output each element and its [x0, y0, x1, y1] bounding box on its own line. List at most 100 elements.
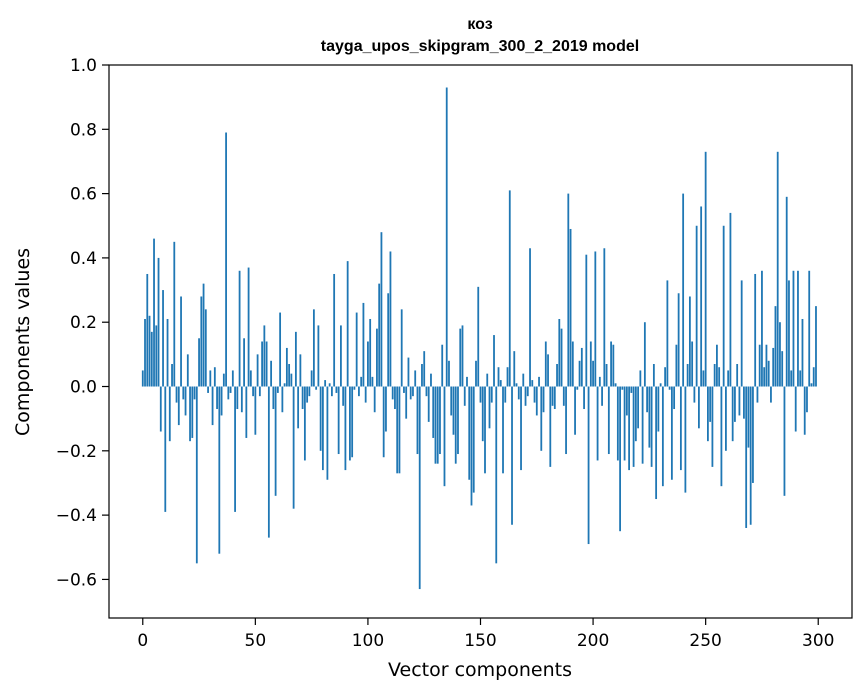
bar — [234, 386, 236, 512]
bar — [297, 386, 300, 429]
bar — [389, 251, 392, 387]
bar — [279, 312, 282, 387]
bar — [673, 386, 676, 410]
bar — [695, 225, 698, 387]
bar — [409, 386, 412, 400]
bar — [693, 386, 696, 403]
bar — [601, 386, 603, 406]
bar — [418, 386, 421, 590]
bar — [639, 370, 642, 387]
bar — [767, 360, 770, 387]
bar — [499, 380, 502, 387]
bar — [335, 386, 338, 393]
bar — [315, 386, 318, 390]
bar — [186, 354, 189, 387]
bar — [630, 386, 633, 393]
bar — [558, 318, 561, 387]
bar — [166, 318, 169, 387]
bar — [578, 360, 581, 387]
bar — [231, 370, 234, 387]
bar — [283, 383, 286, 387]
y-tick-label: 0.2 — [70, 313, 97, 333]
bar — [265, 341, 268, 387]
bar — [688, 296, 691, 387]
bar — [571, 341, 574, 387]
bar — [461, 325, 464, 387]
bar — [254, 386, 257, 435]
bar — [202, 283, 205, 387]
bar — [650, 386, 653, 467]
bar — [776, 151, 779, 387]
bar — [319, 386, 322, 451]
bar — [522, 373, 525, 387]
bar — [328, 383, 331, 387]
x-tick-label: 100 — [352, 631, 384, 651]
bar — [204, 309, 207, 387]
bar — [443, 386, 446, 487]
bar — [722, 225, 725, 387]
bar — [326, 386, 329, 480]
bar — [292, 386, 295, 509]
bar — [299, 354, 302, 387]
bar — [274, 386, 277, 496]
bar — [770, 386, 772, 403]
bar — [502, 386, 504, 474]
bar — [452, 386, 455, 435]
bar — [736, 364, 739, 387]
bar — [141, 370, 144, 387]
bar — [815, 306, 817, 387]
bar — [619, 386, 621, 532]
bar — [772, 347, 775, 387]
bar — [567, 193, 570, 387]
bar — [549, 386, 552, 467]
bar — [524, 386, 527, 406]
x-tick-label: 200 — [577, 631, 609, 651]
bar — [594, 251, 597, 387]
bar — [497, 367, 500, 387]
bar — [148, 315, 151, 387]
bar — [810, 383, 813, 387]
bar — [472, 386, 475, 493]
bar — [216, 386, 218, 410]
bar — [551, 386, 554, 406]
bar — [407, 357, 410, 387]
bar — [587, 386, 590, 545]
bar — [256, 354, 259, 387]
bar — [281, 386, 284, 413]
bar — [580, 347, 583, 387]
bar — [346, 261, 349, 387]
bar — [180, 296, 182, 387]
bar — [351, 386, 354, 458]
bar — [229, 386, 232, 393]
bar — [598, 376, 601, 387]
bar — [713, 364, 716, 387]
bar — [382, 386, 385, 458]
bar — [607, 386, 610, 455]
bar — [743, 386, 745, 419]
bar — [682, 193, 685, 387]
bar — [574, 386, 576, 435]
bar — [333, 273, 336, 387]
bar — [157, 257, 160, 387]
x-axis-label: Vector components — [388, 659, 572, 681]
bar — [391, 386, 394, 400]
bar — [511, 386, 513, 525]
bar — [385, 386, 387, 432]
bar — [808, 270, 811, 387]
bar — [727, 370, 730, 387]
bar — [342, 386, 345, 406]
bar — [616, 386, 619, 461]
bar — [603, 248, 606, 387]
x-tick-label: 0 — [137, 631, 148, 651]
bar — [812, 367, 815, 387]
bar — [484, 386, 486, 474]
bar — [355, 312, 358, 387]
bar — [416, 386, 419, 455]
bar — [783, 386, 786, 496]
bar — [738, 386, 741, 416]
bar — [454, 386, 457, 464]
bar — [430, 373, 432, 387]
bar — [403, 386, 405, 393]
bar — [794, 386, 797, 432]
bar — [486, 373, 489, 387]
